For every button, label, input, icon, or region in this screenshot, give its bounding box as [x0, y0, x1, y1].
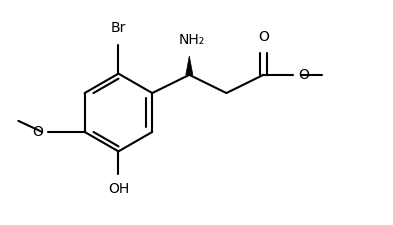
Polygon shape [186, 56, 193, 75]
Text: NH₂: NH₂ [178, 34, 204, 47]
Text: Br: Br [111, 21, 126, 35]
Text: OH: OH [108, 182, 129, 196]
Text: O: O [298, 68, 309, 82]
Text: O: O [258, 30, 269, 44]
Text: O: O [32, 125, 43, 139]
